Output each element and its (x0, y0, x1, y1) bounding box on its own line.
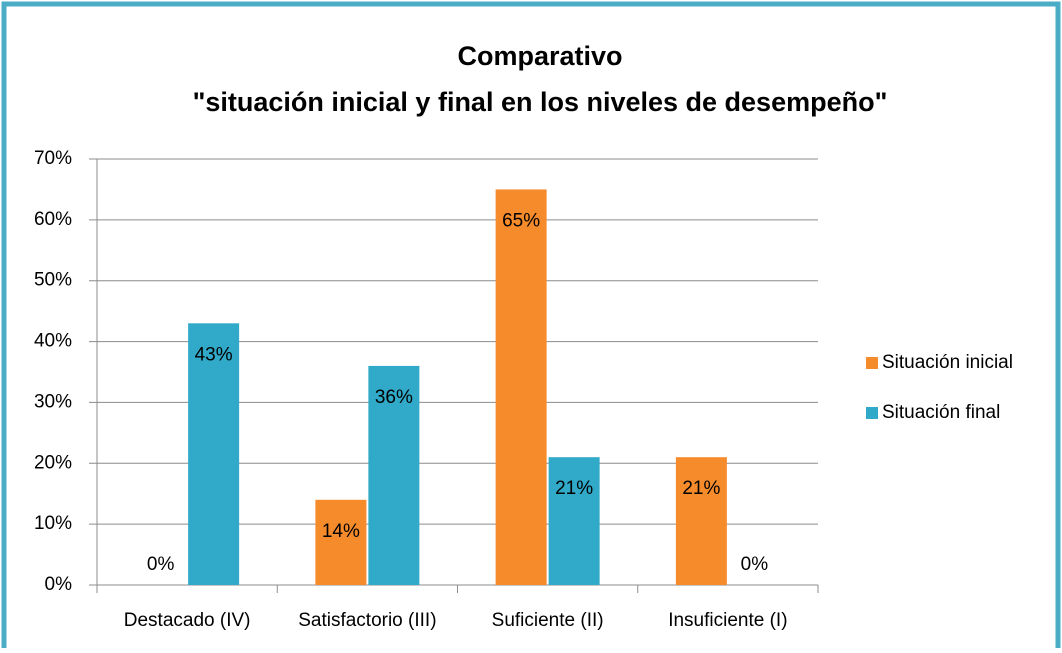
chart-title: Comparativo (457, 41, 622, 71)
x-tick-label: Satisfactorio (III) (298, 610, 436, 631)
x-tick-label: Suficiente (II) (492, 610, 604, 631)
y-tick-label: 20% (34, 452, 72, 473)
x-tick-label: Insuficiente (I) (668, 610, 787, 631)
legend-swatch (866, 357, 878, 369)
legend-label: Situación inicial (882, 352, 1013, 373)
bar (495, 189, 547, 585)
y-tick-label: 50% (34, 270, 72, 291)
x-tick-label: Destacado (IV) (124, 610, 251, 631)
y-tick-label: 60% (34, 209, 72, 230)
bar (315, 499, 367, 585)
data-label: 0% (741, 554, 769, 575)
y-tick-label: 30% (34, 391, 72, 412)
data-label: 36% (375, 387, 413, 408)
legend-label: Situación final (882, 402, 1000, 423)
data-label: 21% (555, 478, 593, 499)
y-tick-label: 0% (45, 574, 73, 595)
data-label: 21% (682, 478, 720, 499)
bar (188, 323, 240, 585)
y-tick-label: 70% (34, 148, 72, 169)
y-tick-label: 40% (34, 331, 72, 352)
data-label: 65% (502, 210, 540, 231)
data-label: 14% (322, 521, 360, 542)
bar (675, 457, 727, 585)
y-tick-label: 10% (34, 513, 72, 534)
chart-subtitle: "situación inicial y final en los nivele… (193, 87, 888, 117)
data-label: 0% (147, 554, 175, 575)
bar (368, 365, 420, 585)
legend-swatch (866, 407, 878, 419)
bar (548, 457, 600, 585)
data-label: 43% (195, 344, 233, 365)
